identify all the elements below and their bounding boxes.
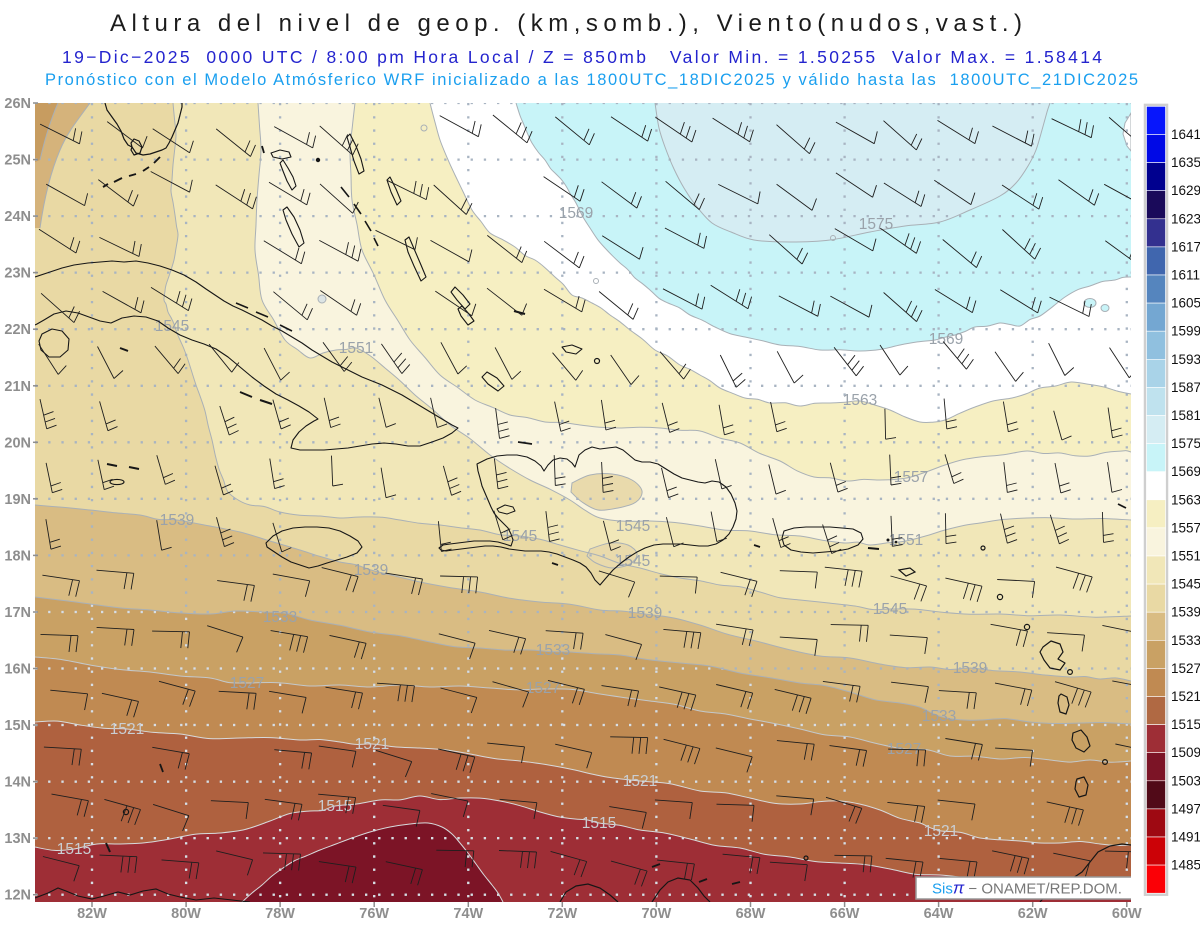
svg-text:24N: 24N: [4, 209, 31, 225]
svg-text:1545: 1545: [873, 601, 907, 618]
svg-text:1563: 1563: [843, 392, 877, 409]
svg-text:1569: 1569: [559, 205, 593, 222]
svg-text:14N: 14N: [4, 775, 31, 791]
svg-text:1545: 1545: [503, 528, 537, 545]
svg-text:1641: 1641: [1171, 127, 1200, 142]
svg-text:1521: 1521: [110, 721, 144, 738]
svg-text:1521: 1521: [355, 736, 389, 753]
svg-text:64W: 64W: [924, 906, 954, 922]
svg-text:1569: 1569: [929, 331, 963, 348]
svg-text:21N: 21N: [4, 379, 31, 395]
svg-text:1485: 1485: [1171, 858, 1200, 873]
svg-text:1503: 1503: [1171, 773, 1200, 788]
svg-text:62W: 62W: [1018, 906, 1048, 922]
svg-text:1491: 1491: [1171, 830, 1200, 845]
svg-text:18N: 18N: [4, 548, 31, 564]
svg-text:Pronóstico con el Modelo Atmo: Pronóstico con el Modelo Atmósferico W…: [45, 71, 1138, 89]
svg-text:80W: 80W: [171, 906, 201, 922]
svg-text:1557: 1557: [894, 469, 928, 486]
svg-text:19−Dic−2025 0000 UTC / 8:00 p: 19−Dic−2025 0000 UTC / 8:00 pm Hora Loca…: [62, 47, 1102, 67]
svg-text:1509: 1509: [1171, 745, 1200, 760]
svg-text:1605: 1605: [1171, 296, 1200, 311]
svg-text:1569: 1569: [1171, 464, 1200, 479]
svg-text:1527: 1527: [230, 675, 264, 692]
svg-text:20N: 20N: [4, 435, 31, 451]
svg-text:19N: 19N: [4, 492, 31, 508]
svg-text:15N: 15N: [4, 718, 31, 734]
svg-text:1551: 1551: [889, 532, 923, 549]
svg-text:26N: 26N: [4, 96, 31, 112]
svg-text:17N: 17N: [4, 605, 31, 621]
svg-text:74W: 74W: [453, 906, 483, 922]
svg-text:82W: 82W: [77, 906, 107, 922]
svg-text:1533: 1533: [263, 609, 297, 626]
svg-text:1527: 1527: [526, 680, 560, 697]
svg-text:1611: 1611: [1171, 268, 1200, 283]
svg-text:1521: 1521: [924, 823, 958, 840]
svg-text:1539: 1539: [160, 512, 194, 529]
svg-text:1617: 1617: [1171, 239, 1200, 254]
svg-text:1521: 1521: [1171, 689, 1200, 704]
svg-text:1593: 1593: [1171, 352, 1200, 367]
svg-text:1539: 1539: [354, 562, 388, 579]
svg-text:1539: 1539: [1171, 605, 1200, 620]
svg-text:1515: 1515: [318, 798, 352, 815]
svg-text:60W: 60W: [1112, 906, 1142, 922]
svg-text:1497: 1497: [1171, 801, 1200, 816]
svg-text:25N: 25N: [4, 153, 31, 169]
svg-text:1539: 1539: [628, 605, 662, 622]
svg-text:1623: 1623: [1171, 211, 1200, 226]
svg-text:1551: 1551: [339, 340, 373, 357]
svg-text:1581: 1581: [1171, 408, 1200, 423]
svg-text:16N: 16N: [4, 662, 31, 678]
svg-text:76W: 76W: [359, 906, 389, 922]
svg-text:1587: 1587: [1171, 380, 1200, 395]
svg-text:78W: 78W: [265, 906, 295, 922]
svg-text:1533: 1533: [536, 642, 570, 659]
svg-text:1575: 1575: [1171, 436, 1200, 451]
svg-text:1527: 1527: [1171, 661, 1200, 676]
svg-text:1545: 1545: [155, 318, 189, 335]
svg-text:1551: 1551: [1171, 549, 1200, 564]
svg-text:1557: 1557: [1171, 520, 1200, 535]
svg-text:1545: 1545: [1171, 577, 1200, 592]
svg-text:23N: 23N: [4, 266, 31, 282]
svg-text:13N: 13N: [4, 831, 31, 847]
svg-text:70W: 70W: [641, 906, 671, 922]
svg-text:1599: 1599: [1171, 324, 1200, 339]
svg-text:1539: 1539: [953, 660, 987, 677]
svg-text:66W: 66W: [830, 906, 860, 922]
svg-text:1629: 1629: [1171, 183, 1200, 198]
svg-text:1521: 1521: [623, 773, 657, 790]
svg-text:1635: 1635: [1171, 155, 1200, 170]
svg-text:22N: 22N: [4, 322, 31, 338]
svg-text:1515: 1515: [582, 815, 616, 832]
svg-text:68W: 68W: [736, 906, 766, 922]
svg-text:1545: 1545: [616, 553, 650, 570]
svg-text:1545: 1545: [616, 518, 650, 535]
svg-text:72W: 72W: [547, 906, 577, 922]
svg-text:1533: 1533: [1171, 633, 1200, 648]
svg-text:1533: 1533: [922, 708, 956, 725]
svg-text:1515: 1515: [57, 841, 91, 858]
svg-text:12N: 12N: [4, 888, 31, 904]
svg-text:Sisπ − ONAMET/REP.DOM.: Sisπ − ONAMET/REP.DOM.: [932, 879, 1122, 898]
svg-text:1515: 1515: [1171, 717, 1200, 732]
svg-text:1575: 1575: [859, 216, 893, 233]
svg-text:1563: 1563: [1171, 492, 1200, 507]
